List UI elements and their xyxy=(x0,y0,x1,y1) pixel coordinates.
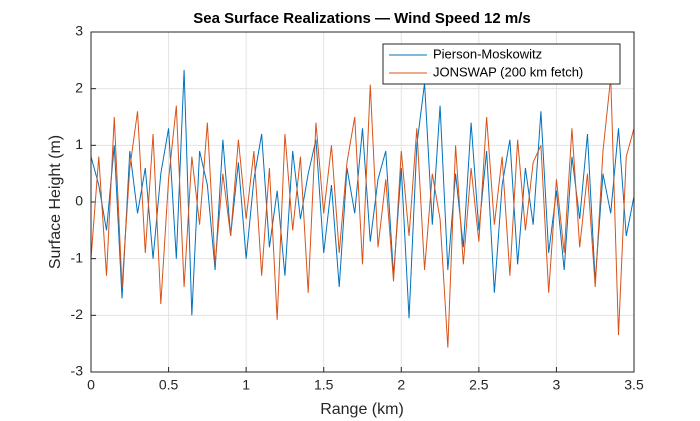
x-tick-label: 0 xyxy=(87,377,95,393)
y-tick-label: -2 xyxy=(71,306,84,322)
legend: Pierson-Moskowitz JONSWAP (200 km fetch) xyxy=(382,43,621,85)
x-tick-label: 0.5 xyxy=(159,377,179,393)
y-tick-label: 0 xyxy=(75,193,83,209)
legend-label: JONSWAP (200 km fetch) xyxy=(433,64,583,79)
data-line xyxy=(90,77,635,348)
x-tick-label: 2.5 xyxy=(469,377,489,393)
y-tick-label: 2 xyxy=(75,79,83,95)
x-tick-label: 2 xyxy=(397,377,405,393)
data-line xyxy=(90,69,635,319)
y-tick-label: 3 xyxy=(75,23,83,39)
legend-label: Pierson-Moskowitz xyxy=(433,46,542,61)
y-tick-label: -1 xyxy=(71,249,84,265)
y-tick-label: -3 xyxy=(71,363,84,379)
axes-box xyxy=(90,31,635,373)
x-axis-label: Range (km) xyxy=(320,401,404,418)
chart-title: Sea Surface Realizations — Wind Speed 12… xyxy=(193,10,530,27)
x-tick-label: 1 xyxy=(242,377,250,393)
y-tick-label: 1 xyxy=(75,136,83,152)
y-axis-label: Surface Height (m) xyxy=(47,135,64,269)
x-tick-label: 3 xyxy=(553,377,561,393)
x-tick-label: 3.5 xyxy=(624,377,644,393)
x-tick-label: 1.5 xyxy=(314,377,334,393)
legend-box xyxy=(382,43,621,85)
